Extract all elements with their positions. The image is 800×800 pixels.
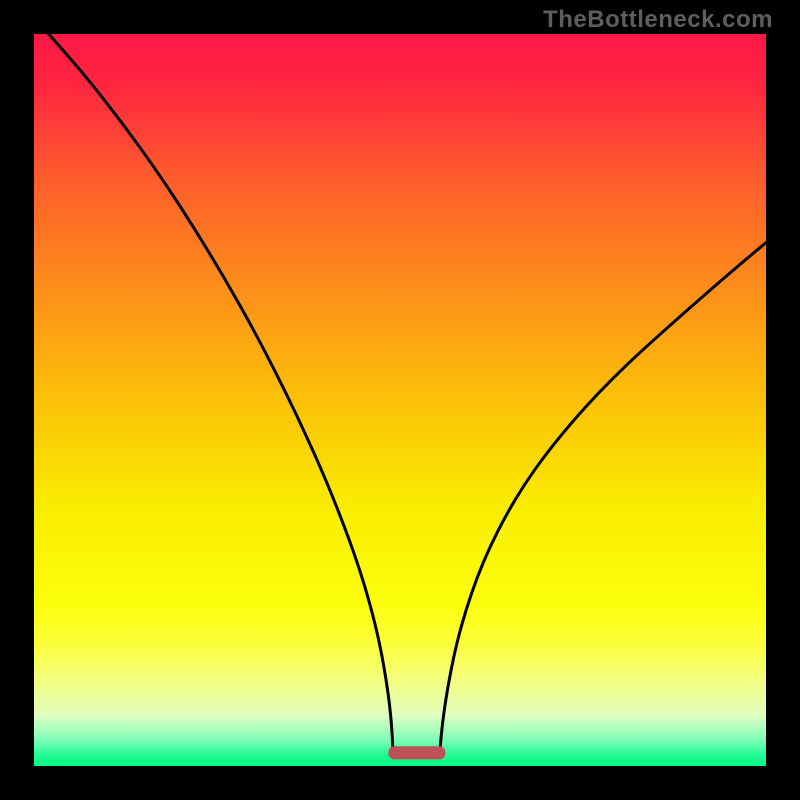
frame-bottom — [0, 766, 800, 800]
plot-area — [34, 34, 766, 766]
watermark-text: TheBottleneck.com — [543, 6, 773, 34]
frame-left — [0, 0, 34, 800]
bottom-marker — [388, 746, 445, 759]
frame-right — [766, 0, 800, 800]
gradient-background — [34, 34, 766, 766]
chart-svg — [34, 34, 766, 766]
